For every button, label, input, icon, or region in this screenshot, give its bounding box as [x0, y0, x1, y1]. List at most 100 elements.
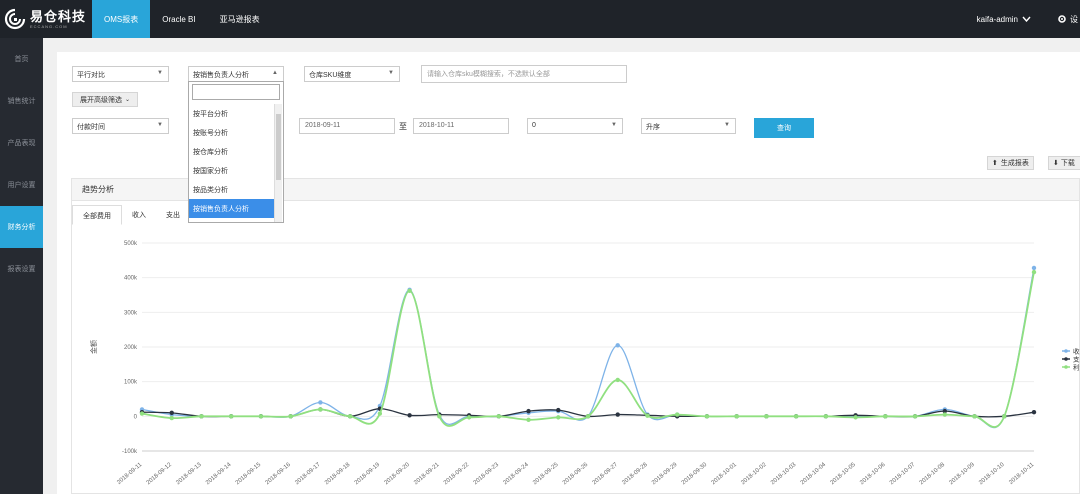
y-axis-label: 金额 [89, 340, 98, 354]
download-button[interactable]: ⬇ 下载 [1048, 156, 1080, 170]
logo[interactable]: 易仓科技 ECCANG.COM [0, 0, 92, 38]
legend-marker [1064, 365, 1068, 369]
data-point [169, 410, 174, 416]
data-point [377, 411, 383, 416]
dropdown-scrollbar[interactable] [274, 104, 282, 222]
order-value: 升序 [646, 124, 660, 131]
user-menu[interactable]: kaifa-admin [977, 15, 1031, 24]
sidebar: 首页 销售统计 产品表现 用户设置 财务分析 报表设置 [0, 38, 43, 494]
rank-select[interactable]: 0 ▼ [527, 118, 623, 134]
dropdown-option[interactable]: 按账号分析 [193, 129, 228, 137]
date-separator: 至 [399, 122, 407, 131]
x-tick-label: 2018-09-19 [354, 462, 382, 487]
dropdown-list: 按平台分析按账号分析按仓库分析按国家分析按品类分析按销售负责人分析 [189, 104, 275, 218]
chevron-down-icon [1022, 16, 1031, 22]
data-point [675, 412, 680, 417]
series-line [141, 267, 1035, 429]
data-point [883, 414, 888, 419]
download-icon: ⬇ [1053, 160, 1059, 167]
query-button[interactable]: 查询 [754, 118, 814, 138]
logo-subtext: ECCANG.COM [30, 23, 68, 29]
sidebar-item-home[interactable]: 首页 [14, 56, 29, 63]
data-point [556, 407, 561, 413]
y-tick-label: 400k [124, 276, 138, 282]
analysis-by-select[interactable]: 按销售负责人分析 ▲ [188, 66, 284, 82]
legend-marker [1064, 357, 1068, 361]
x-tick-label: 2018-09-11 [116, 462, 144, 486]
main-content: 平行对比 ▼ 按销售负责人分析 ▲ 仓库SKU维度 ▼ 请输入仓库sku模糊搜索，不选… [57, 52, 1080, 494]
tab-amazon[interactable]: 亚马逊报表 [219, 14, 260, 24]
x-tick-label: 2018-09-23 [473, 462, 501, 487]
data-point [139, 411, 145, 416]
advanced-filter-button[interactable]: 展开高级筛选 ⌄ [72, 92, 139, 107]
data-point [437, 414, 442, 419]
tab-expense[interactable]: 支出 [166, 212, 180, 219]
date-from-input[interactable]: 2018-09-11 [299, 118, 395, 134]
y-tick-label: 0 [134, 414, 138, 420]
sidebar-item-finance[interactable]: 财务分析 [0, 206, 43, 248]
time-type-value: 付款时间 [77, 124, 105, 131]
y-tick-label: -100k [122, 449, 138, 455]
x-tick-label: 2018-10-04 [800, 462, 828, 487]
chevron-down-icon: ⌄ [125, 97, 131, 103]
dropdown-option[interactable]: 按国家分析 [193, 167, 228, 175]
data-point [615, 343, 620, 348]
data-point [526, 417, 531, 422]
data-point [229, 414, 234, 419]
x-tick-label: 2018-10-01 [711, 462, 739, 487]
compare-mode-select[interactable]: 平行对比 ▼ [72, 66, 169, 82]
order-select[interactable]: 升序 ▼ [641, 118, 736, 134]
y-tick-label: 200k [124, 345, 138, 351]
x-tick-label: 2018-10-07 [889, 462, 917, 487]
data-point [1031, 265, 1037, 271]
dropdown-option[interactable]: 按销售负责人分析 [189, 199, 275, 218]
settings-label: 设 [1070, 14, 1078, 24]
data-point [764, 414, 769, 419]
generate-report-button[interactable]: ⬆ 生成报表 [987, 156, 1034, 170]
dropdown-option[interactable]: 按品类分析 [193, 186, 228, 194]
time-type-select[interactable]: 付款时间 ▼ [72, 118, 169, 134]
y-tick-label: 300k [124, 310, 138, 316]
top-bar: 易仓科技 ECCANG.COM OMS报表 Oracle BI 亚马逊报表 ka… [0, 0, 1080, 38]
chart-tabs: 全部费用 收入 支出 [72, 205, 190, 225]
data-point [1002, 414, 1007, 419]
sidebar-item-report-settings[interactable]: 报表设置 [7, 266, 36, 273]
user-name: kaifa-admin [976, 14, 1018, 24]
dropdown-search-input[interactable] [192, 84, 280, 100]
settings-button[interactable]: 设 [1057, 14, 1078, 25]
tab-income[interactable]: 收入 [132, 212, 146, 219]
caret-down-icon: ▼ [611, 122, 617, 128]
compare-mode-value: 平行对比 [77, 72, 105, 79]
generate-report-label: 生成报表 [1000, 160, 1029, 167]
x-tick-label: 2018-10-03 [770, 462, 798, 487]
data-point [615, 377, 620, 383]
data-point [318, 407, 323, 412]
logo-icon [4, 8, 26, 30]
x-tick-label: 2018-09-15 [235, 462, 263, 487]
data-point [318, 400, 323, 405]
sidebar-item-user-settings[interactable]: 用户设置 [7, 182, 36, 189]
dropdown-option[interactable]: 按仓库分析 [193, 148, 228, 156]
sku-dimension-select[interactable]: 仓库SKU维度 ▼ [304, 66, 400, 82]
sidebar-item-sales[interactable]: 销售统计 [7, 98, 36, 105]
sku-search-input[interactable]: 请输入仓库sku模糊搜索，不选默认全部 [421, 65, 627, 83]
tab-oms[interactable]: OMS报表 [92, 0, 151, 38]
scrollbar-thumb[interactable] [276, 114, 281, 180]
x-tick-label: 2018-09-13 [175, 462, 203, 487]
sidebar-item-product[interactable]: 产品表现 [7, 140, 36, 147]
x-tick-label: 2018-10-05 [830, 462, 858, 487]
data-point [347, 414, 353, 419]
tab-all-cost[interactable]: 全部费用 [72, 205, 122, 225]
tab-oracle-bi[interactable]: Oracle BI [162, 14, 196, 24]
data-point [258, 414, 264, 419]
x-tick-label: 2018-09-25 [532, 462, 560, 487]
data-point [466, 415, 472, 420]
legend-label: 支出 [1073, 355, 1080, 364]
dropdown-option[interactable]: 按平台分析 [193, 110, 228, 118]
date-to-input[interactable]: 2018-10-11 [413, 118, 509, 134]
rank-value: 0 [532, 122, 536, 129]
data-point [615, 412, 620, 417]
data-point [288, 414, 293, 419]
caret-down-icon: ▼ [157, 70, 163, 76]
x-tick-label: 2018-10-10 [978, 462, 1006, 487]
